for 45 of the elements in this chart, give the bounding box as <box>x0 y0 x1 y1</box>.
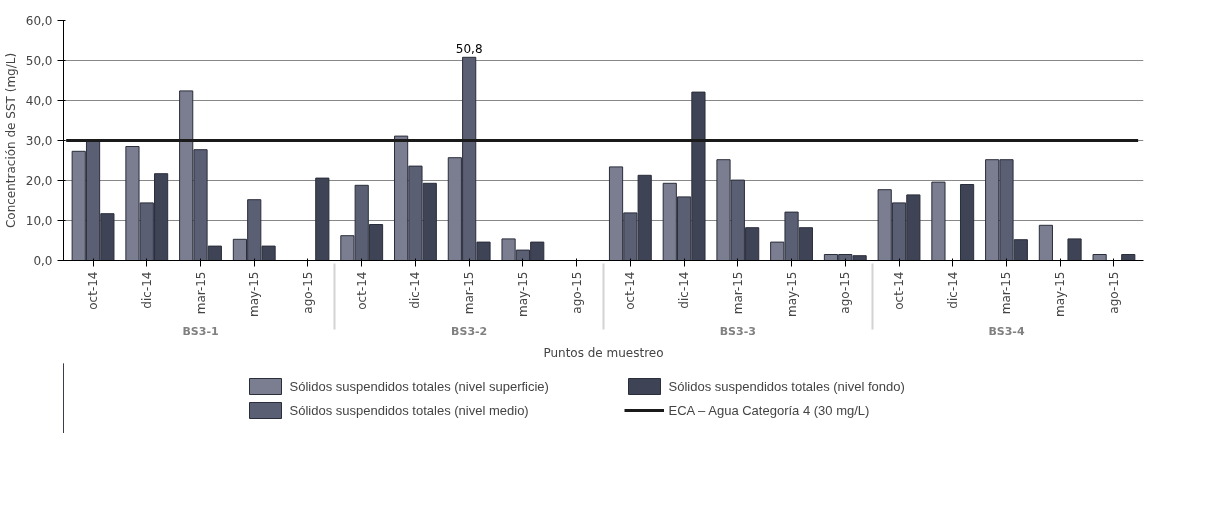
x-tick-label: mar-15 <box>193 271 208 315</box>
legend-label: ECA – Agua Categoría 4 (30 mg/L) <box>668 402 871 418</box>
x-tick-label: oct-14 <box>892 271 907 310</box>
x-tick-label: ago-15 <box>838 271 853 314</box>
text: BS3-4 <box>988 325 1025 339</box>
x-tick-label: oct-14 <box>354 271 369 310</box>
text: BS3-3 <box>719 325 756 339</box>
y-tick-label: 20,0 <box>25 174 53 188</box>
x-tick-label: may-15 <box>247 271 262 318</box>
x-tick-label: dic-14 <box>677 271 692 309</box>
bar <box>1092 254 1107 261</box>
y-tick-label: 10,0 <box>25 214 53 228</box>
x-tick-label: may-15 <box>1053 271 1068 318</box>
x-axis-title: Puntos de muestreo <box>543 346 664 361</box>
x-tick-label: mar-15 <box>730 271 745 315</box>
y-tick-label: 40,0 <box>25 94 53 108</box>
x-tick-label: dic-14 <box>408 271 423 309</box>
y-axis-title: Concentración de SST (mg/L) <box>3 52 18 229</box>
x-tick-label: ago-15 <box>1106 271 1121 314</box>
bar <box>959 184 975 261</box>
x-tick-label: mar-15 <box>462 271 477 315</box>
legend-label: Sólidos suspendidos totales (nivel fondo) <box>668 378 906 394</box>
text: BS3-1 <box>182 325 219 339</box>
x-tick-label: dic-14 <box>139 271 154 309</box>
x-tick-label: ago-15 <box>300 271 315 314</box>
y-tick-label: 50,0 <box>25 54 53 68</box>
x-tick-label: may-15 <box>784 271 799 318</box>
x-tick-label: mar-15 <box>999 271 1014 315</box>
y-tick-label: 60,0 <box>25 14 53 28</box>
bar <box>1067 238 1082 261</box>
x-tick-label: oct-14 <box>623 271 638 310</box>
bar <box>931 181 946 261</box>
y-tick-label: 0,0 <box>33 254 53 268</box>
bar <box>1121 254 1136 261</box>
x-tick-label: ago-15 <box>569 271 584 314</box>
x-tick-label: may-15 <box>515 271 530 318</box>
bar <box>1038 224 1053 261</box>
text: BS3-2 <box>451 325 488 339</box>
x-tick-label: oct-14 <box>86 271 101 310</box>
y-tick-label: 30,0 <box>25 134 53 148</box>
bar <box>315 177 330 261</box>
data-label: 50,8 <box>455 42 483 57</box>
legend-label: Sólidos suspendidos totales (nivel superficie) <box>289 378 550 394</box>
legend-label: Sólidos suspendidos totales (nivel medio) <box>289 402 530 418</box>
x-tick-label: dic-14 <box>945 271 960 309</box>
